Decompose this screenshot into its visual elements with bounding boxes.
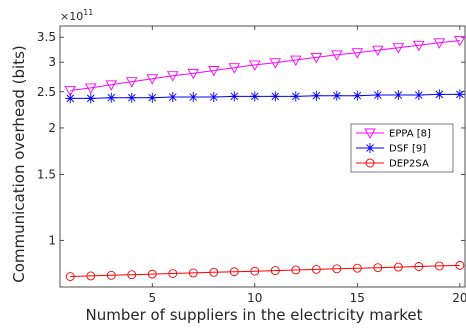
data-point [373, 263, 383, 273]
data-point [269, 58, 282, 69]
data-point [413, 90, 424, 101]
x-tick-label: 20 [452, 291, 466, 305]
data-point [86, 271, 96, 281]
data-point [188, 92, 199, 103]
legend-marker [365, 158, 375, 168]
data-point [64, 86, 77, 97]
data-point [311, 90, 322, 101]
x-tick-label: 15 [350, 291, 365, 305]
data-point [331, 90, 342, 101]
legend-marker [364, 128, 376, 139]
x-axis-ticks: 5 10 15 20 [148, 26, 466, 305]
series-layer [64, 36, 466, 281]
data-point [455, 260, 465, 270]
data-point [250, 266, 260, 276]
data-point [106, 92, 117, 103]
y-axis-ticks: 1 1.5 2 2.5 3 3.5 [37, 30, 465, 247]
data-point [84, 83, 97, 94]
data-point [413, 40, 425, 52]
data-point [332, 264, 342, 274]
data-point [393, 262, 403, 272]
legend: EPPA [8] DSF [9] DEP2SA [350, 123, 454, 173]
data-point [434, 261, 444, 271]
data-point [147, 269, 157, 279]
data-point [352, 263, 362, 273]
data-point [270, 91, 281, 102]
data-point [434, 89, 445, 100]
data-point [208, 92, 219, 103]
data-point [105, 80, 118, 91]
x-tick-label: 10 [247, 291, 262, 305]
data-point [249, 60, 261, 71]
data-point [126, 77, 138, 88]
data-point [65, 93, 76, 104]
data-point [126, 92, 137, 103]
x-tick-label: 5 [148, 291, 156, 305]
data-point [372, 90, 383, 101]
legend-label: DEP2SA [389, 159, 429, 170]
data-point [249, 91, 260, 102]
series-1 [65, 89, 465, 104]
data-point [311, 264, 321, 274]
data-point [106, 270, 116, 280]
data-point [290, 91, 301, 102]
data-point [167, 71, 179, 82]
data-point [290, 55, 302, 66]
data-point [85, 93, 96, 104]
y-axis-label: Communication overhead (bits) [10, 45, 28, 283]
data-point [187, 68, 200, 80]
data-point [310, 52, 323, 64]
data-point [168, 269, 178, 278]
data-point [351, 48, 364, 59]
data-point [146, 74, 159, 85]
legend-marker [365, 143, 375, 153]
y-tick-label: 2.5 [37, 85, 56, 99]
y-tick-label: 1.5 [37, 168, 56, 182]
legend-label: DSF [9] [389, 144, 426, 155]
data-point [229, 91, 240, 102]
data-point [433, 38, 446, 49]
data-point [454, 89, 465, 100]
data-point [392, 43, 405, 54]
data-point [147, 92, 158, 103]
legend-label: EPPA [8] [389, 129, 431, 140]
x-axis-label: Number of suppliers in the electricity m… [85, 306, 422, 324]
y-tick-label: 2 [48, 121, 56, 135]
y-exponent-label: ×1011 [60, 8, 93, 23]
data-point [291, 265, 301, 275]
y-tick-label: 3 [48, 55, 56, 69]
data-point [65, 272, 75, 281]
data-point [352, 90, 363, 101]
data-point [372, 45, 384, 57]
data-point [188, 268, 198, 278]
series-line [70, 264, 460, 277]
data-point [208, 66, 220, 77]
data-point [127, 270, 137, 280]
series-2 [65, 260, 465, 281]
data-point [229, 267, 239, 277]
y-tick-label: 3.5 [37, 30, 56, 44]
data-point [209, 267, 219, 277]
data-point [228, 63, 241, 74]
data-point [270, 266, 280, 276]
data-point [331, 50, 343, 61]
y-tick-label: 1 [48, 233, 56, 247]
data-point [454, 36, 466, 47]
data-point [414, 262, 424, 271]
data-point [167, 92, 178, 103]
data-point [393, 90, 404, 101]
series-0 [64, 36, 466, 97]
